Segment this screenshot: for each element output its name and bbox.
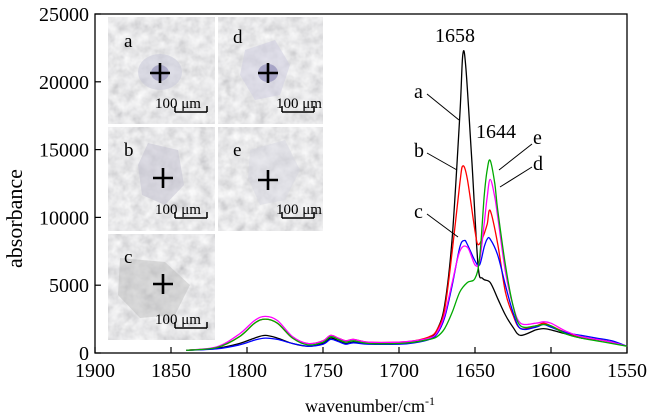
inset-panel-d: d 100 μm	[218, 17, 323, 124]
x-tick-label: 1600	[531, 360, 571, 382]
inset-panel-e-letter: e	[233, 140, 241, 161]
leader-line-a	[426, 93, 460, 121]
x-axis-title-sup: -1	[425, 394, 435, 408]
inset-panel-a: a 100 μm	[108, 17, 215, 124]
leader-line-b	[426, 152, 458, 171]
leader-line-c	[426, 213, 459, 238]
axes: 1900 1850 1800 1750 1700 1650 1600 1550 0 5000 100…	[39, 4, 647, 382]
series-label-e: e	[533, 127, 542, 149]
leader-line-e	[498, 143, 533, 171]
annotation-peak-1644: 1644	[476, 121, 516, 143]
inset-panel-e-scale: 100 μm	[276, 202, 322, 218]
series-line-e	[186, 159, 628, 351]
x-tick-label: 1700	[379, 360, 419, 382]
x-tick-label: 1850	[151, 360, 191, 382]
x-tick-label: 1550	[607, 360, 647, 382]
inset-panel-c-letter: c	[124, 247, 132, 268]
inset-panel-c: c 100 μm	[108, 234, 215, 340]
y-tick-label: 10000	[39, 207, 89, 229]
inset-panel-e: e 100 μm	[218, 127, 323, 231]
inset-panel-c-scale: 100 μm	[155, 312, 201, 328]
x-tick-label: 1800	[227, 360, 267, 382]
x-tick-label: 1900	[75, 360, 115, 382]
x-axis-title-text: wavenumber/cm	[305, 396, 425, 416]
inset-panel-b: b 100 μm	[108, 127, 215, 231]
annotation-peak-1658: 1658	[435, 25, 475, 47]
plot-area-frame	[94, 13, 628, 354]
series-label-a: a	[414, 81, 423, 103]
y-axis-title: absorbance	[2, 169, 27, 268]
series-layer	[186, 50, 628, 351]
series-label-c: c	[414, 201, 423, 223]
y-tick-label: 0	[79, 343, 89, 365]
x-tick-label: 1650	[455, 360, 495, 382]
x-axis-title: wavenumber/cm-1	[305, 394, 435, 416]
series-line-d	[186, 178, 628, 351]
inset-panel-d-letter: d	[233, 27, 243, 48]
x-tick-label: 1750	[303, 360, 343, 382]
inset-panel-b-scale: 100 μm	[155, 202, 201, 218]
leader-line-d	[499, 166, 533, 188]
inset-panel-a-letter: a	[124, 31, 133, 52]
series-label-d: d	[533, 153, 543, 175]
y-tick-label: 25000	[39, 4, 89, 26]
series-label-b: b	[414, 140, 424, 162]
y-tick-label: 20000	[39, 72, 89, 94]
y-tick-label: 5000	[49, 275, 89, 297]
y-tick-label: 15000	[39, 140, 89, 162]
inset-micrographs: a 100 μm b 100 μm c 100 μm	[108, 17, 323, 340]
inset-panel-a-scale: 100 μm	[155, 96, 201, 112]
inset-panel-d-scale: 100 μm	[276, 96, 322, 112]
series-line-c	[186, 236, 628, 351]
inset-panel-b-letter: b	[124, 140, 134, 161]
